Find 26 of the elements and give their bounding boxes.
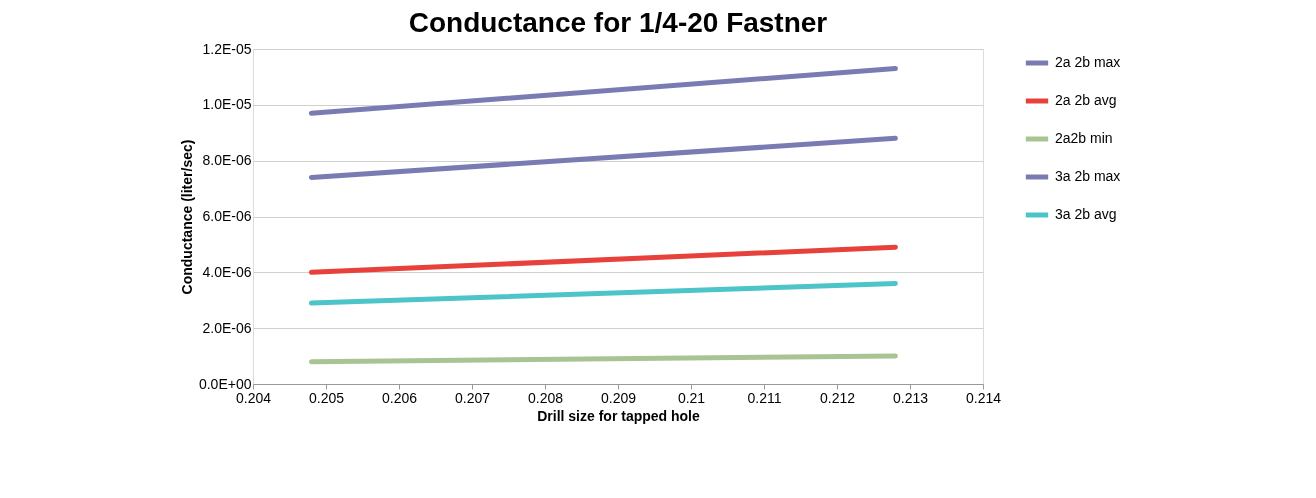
y-tick-label: 1.2E-05 (202, 40, 252, 57)
legend-label: 3a 2b max (1055, 168, 1121, 184)
legend-label: 2a 2b avg (1055, 92, 1117, 108)
legend-label: 2a 2b max (1055, 54, 1121, 70)
x-tick-label: 0.204 (235, 389, 272, 406)
y-tick-label: 6.0E-06 (202, 208, 252, 224)
x-axis-title: Drill size for tapped hole (537, 407, 700, 424)
y-tick-label: 2.0E-06 (202, 319, 252, 336)
x-tick-label: 0.206 (381, 389, 418, 406)
x-tick-label: 0.211 (747, 389, 782, 406)
y-tick-label: 8.0E-06 (202, 152, 252, 169)
x-tick-label: 0.205 (308, 389, 345, 406)
legend-label: 3a 2b avg (1055, 206, 1117, 222)
y-tick-label: 1.0E-05 (202, 96, 252, 113)
x-tick-label: 0.21 (677, 389, 706, 406)
x-tick-label: 0.207 (454, 389, 491, 406)
y-axis-title: Conductance (liter/sec) (178, 139, 195, 295)
x-tick-label: 0.214 (965, 389, 1002, 406)
x-tick-label: 0.213 (892, 389, 929, 406)
x-tick-label: 0.212 (819, 389, 856, 406)
x-tick-label: 0.209 (600, 389, 637, 406)
x-tick-label: 0.208 (527, 389, 564, 406)
y-tick-label: 0.0E+00 (198, 375, 252, 392)
chart-title: Conductance for 1/4-20 Fastner (408, 7, 828, 38)
legend-label: 2a2b min (1055, 130, 1113, 146)
y-tick-label: 4.0E-06 (202, 263, 252, 280)
